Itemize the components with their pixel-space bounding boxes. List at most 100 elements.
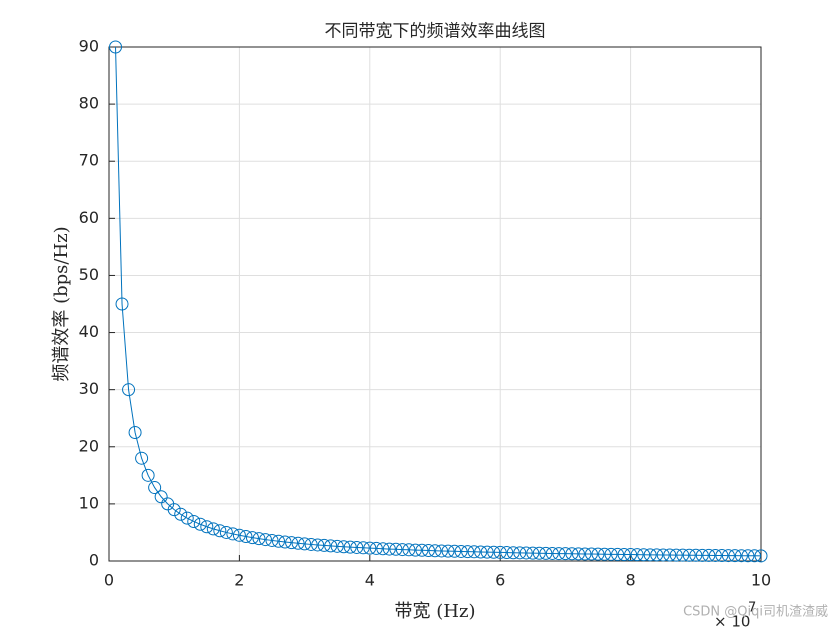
data-point [428, 544, 442, 558]
data-point [402, 543, 416, 557]
data-point [454, 544, 468, 558]
y-tick-label: 30 [79, 379, 99, 398]
data-point [265, 533, 279, 547]
data-point [441, 544, 455, 558]
data-point [552, 547, 566, 561]
data-point [369, 541, 383, 555]
x-tick-label: 10 [751, 571, 771, 590]
data-point [232, 528, 246, 542]
data-point [448, 544, 462, 558]
data-point [571, 547, 585, 561]
data-point [611, 547, 625, 561]
data-point [663, 548, 677, 562]
data-point [669, 548, 683, 562]
y-tick-label: 20 [79, 436, 99, 455]
data-point [408, 543, 422, 557]
x-tick-label: 0 [104, 571, 114, 590]
data-point [682, 548, 696, 562]
data-point [239, 529, 253, 543]
data-point [193, 517, 207, 531]
y-tick-label: 50 [79, 265, 99, 284]
data-point [330, 539, 344, 553]
data-point [421, 543, 435, 557]
data-point [702, 548, 716, 562]
data-point [493, 545, 507, 559]
data-point [721, 549, 735, 563]
x-tick-label: 2 [234, 571, 244, 590]
y-tick-label: 0 [89, 551, 99, 570]
y-axis-label: 频谱效率 (bps/Hz) [51, 226, 72, 381]
data-point [708, 548, 722, 562]
y-tick-label: 10 [79, 493, 99, 512]
data-point [754, 549, 768, 563]
data-point [474, 545, 488, 559]
x-exponent: 7 [748, 601, 756, 616]
data-point [506, 546, 520, 560]
data-point [734, 549, 748, 563]
data-point [141, 468, 155, 482]
data-point [480, 545, 494, 559]
data-point [513, 546, 527, 560]
x-tick-label: 6 [495, 571, 505, 590]
data-point [695, 548, 709, 562]
data-point [219, 525, 233, 539]
data-point [532, 546, 546, 560]
data-point [747, 549, 761, 563]
y-tick-label: 90 [79, 37, 99, 56]
data-point [122, 383, 136, 397]
data-point [167, 503, 181, 517]
y-tick-label: 80 [79, 94, 99, 113]
data-point [200, 520, 214, 534]
data-point [604, 547, 618, 561]
data-point [591, 547, 605, 561]
data-point [689, 548, 703, 562]
data-point [245, 531, 259, 545]
chart-title: 不同带宽下的频谱效率曲线图 [325, 22, 546, 42]
x-tick-label: 4 [365, 571, 375, 590]
data-point [656, 548, 670, 562]
plot-frame [108, 46, 762, 562]
data-point [135, 451, 149, 465]
data-point [115, 297, 129, 311]
data-point [298, 537, 312, 551]
data-point [291, 536, 305, 550]
data-point [676, 548, 690, 562]
data-point [565, 547, 579, 561]
data-point [650, 548, 664, 562]
data-point [187, 514, 201, 528]
data-point [343, 540, 357, 554]
data-point [311, 538, 325, 552]
data-point [415, 543, 429, 557]
data-point [741, 549, 755, 563]
data-point [637, 548, 651, 562]
data-point [578, 547, 592, 561]
data-point [395, 543, 409, 557]
watermark: CSDN @Qiqi司机渣渣威 [683, 605, 828, 620]
data-point [180, 511, 194, 525]
data-point [363, 541, 377, 555]
data-point [545, 546, 559, 560]
data-point [500, 546, 514, 560]
x-tick-label: 8 [626, 571, 636, 590]
data-point [285, 536, 299, 550]
data-point [728, 549, 742, 563]
data-point [467, 545, 481, 559]
data-point [598, 547, 612, 561]
data-line [115, 46, 762, 557]
data-point [258, 533, 272, 547]
data-point [487, 545, 501, 559]
data-point [382, 542, 396, 556]
data-point [624, 548, 638, 562]
data-point [435, 544, 449, 558]
data-point [128, 426, 142, 439]
data-point [461, 545, 475, 559]
data-point [226, 527, 240, 541]
data-point [206, 522, 220, 536]
y-tick-label: 40 [79, 322, 99, 341]
data-point [213, 524, 227, 538]
y-tick-label: 70 [79, 151, 99, 170]
data-point [350, 540, 364, 554]
